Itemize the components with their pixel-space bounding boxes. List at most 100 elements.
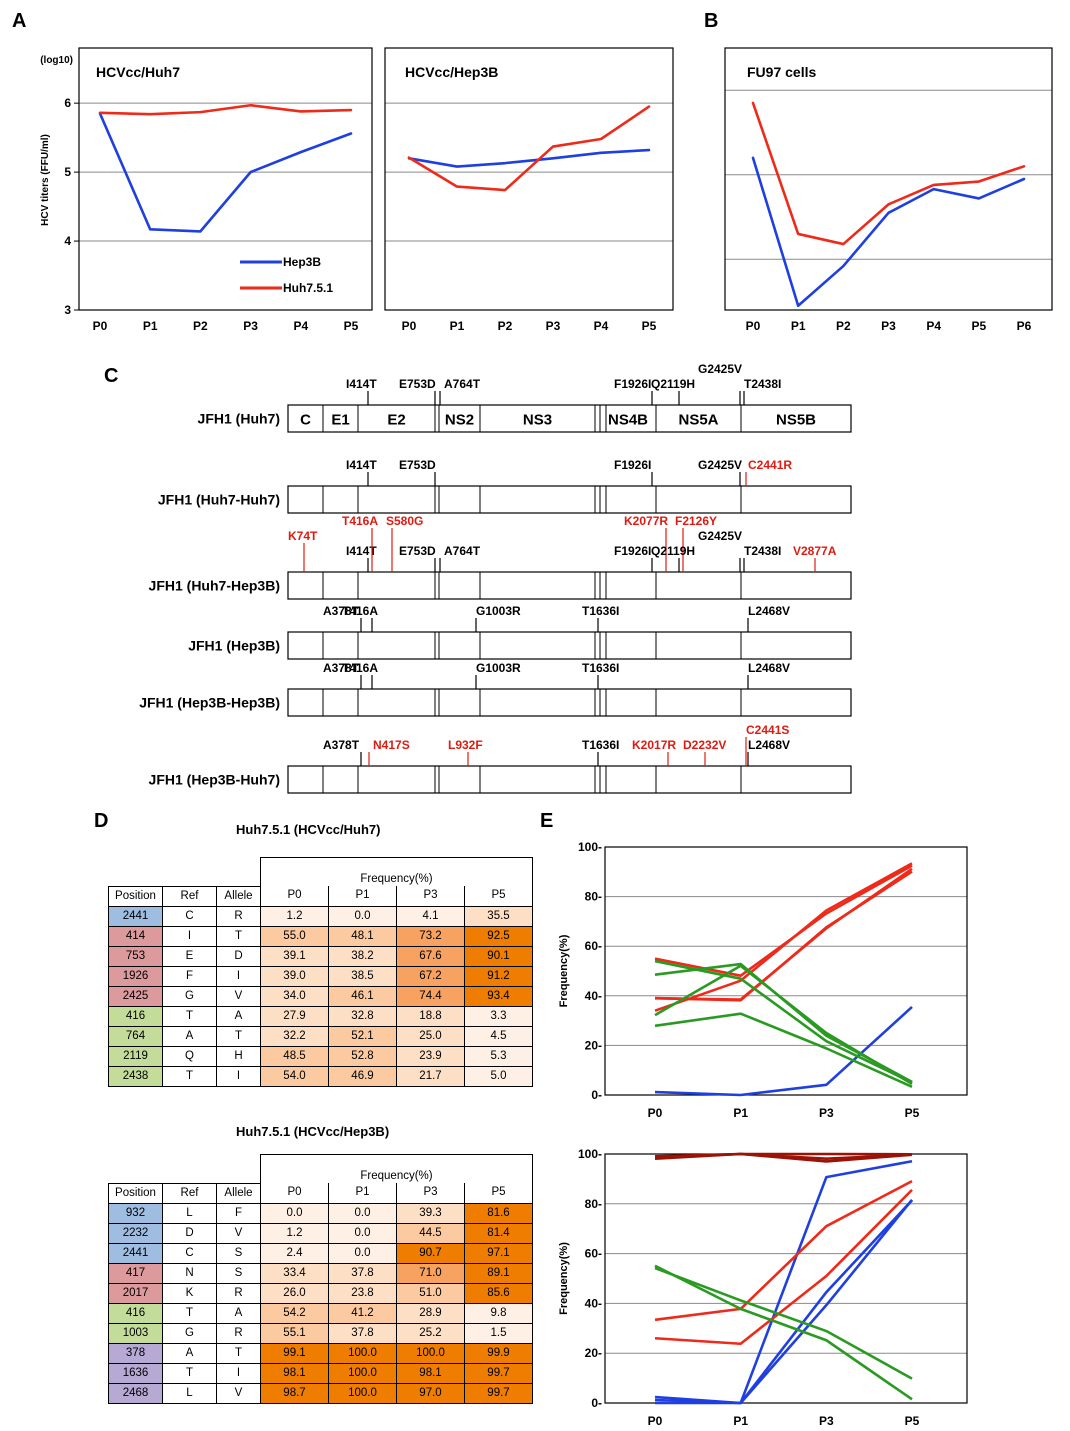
table-cell: 28.9 xyxy=(396,1302,465,1324)
table-cell: N xyxy=(162,1262,217,1284)
table-row: 2232 D V 1.2 0.0 44.5 81.4 xyxy=(108,1222,533,1244)
mutation-label: K74T xyxy=(288,529,318,543)
table-cell: 41.2 xyxy=(328,1302,397,1324)
table-cell: 4.5 xyxy=(464,1025,533,1047)
mutation-label: K2017R xyxy=(632,738,676,752)
genome-bar xyxy=(287,688,852,717)
table-cell: 46.9 xyxy=(328,1065,397,1087)
table-cell: 39.0 xyxy=(260,965,329,987)
x-tick-label: P3 xyxy=(243,319,258,333)
genome-region-label: NS3 xyxy=(523,412,552,429)
y-tick-label: 20- xyxy=(585,1038,602,1052)
table-cell: 2425 xyxy=(108,985,163,1007)
table-cell: T xyxy=(162,1065,217,1087)
table-cell: A xyxy=(162,1025,217,1047)
mutation-label: F1926I xyxy=(614,377,651,391)
x-tick-label: P6 xyxy=(1017,319,1032,333)
chart-a-hep3b: P0 P1 P2 P3 P4 P5 HCVcc/Hep3B xyxy=(384,47,674,333)
table-cell: 2441 xyxy=(108,1242,163,1264)
series-line-0 xyxy=(98,112,353,233)
table-cell: 764 xyxy=(108,1025,163,1047)
mutation-label: C2441R xyxy=(748,458,792,472)
table-cell: 2441 xyxy=(108,905,163,927)
series-line-3 xyxy=(654,1179,913,1322)
table-row: 2438 T I 54.0 46.9 21.7 5.0 xyxy=(108,1065,533,1087)
table-cell: G xyxy=(162,1322,217,1344)
table-cell: 23.8 xyxy=(328,1282,397,1304)
table-cell: 39.1 xyxy=(260,945,329,967)
mutation-label: A378T xyxy=(323,604,360,618)
table-row: 2425 G V 34.0 46.1 74.4 93.4 xyxy=(108,985,533,1007)
table-cell: 21.7 xyxy=(396,1065,465,1087)
genome-bar xyxy=(287,571,852,600)
series-line-1 xyxy=(751,101,1026,246)
legend-label: Hep3B xyxy=(283,255,321,269)
table-cell: R xyxy=(216,1322,261,1344)
table-cell: 46.1 xyxy=(328,985,397,1007)
table-cell: 2119 xyxy=(108,1045,163,1067)
frequency-header: Frequency(%) xyxy=(260,1154,533,1183)
table-cell: 416 xyxy=(108,1005,163,1027)
table-cell: 55.1 xyxy=(260,1322,329,1344)
table-row: 416 T A 54.2 41.2 28.9 9.8 xyxy=(108,1302,533,1324)
column-header: P0 xyxy=(260,886,329,907)
table-column-header-row: Position Ref Allele P0 P1 P3 P5 xyxy=(108,1182,533,1204)
table-cell: 39.3 xyxy=(396,1202,465,1224)
table-cell: A xyxy=(216,1005,261,1027)
table-cell: 100.0 xyxy=(328,1382,397,1404)
series-line-6 xyxy=(654,964,913,1085)
column-header: P3 xyxy=(396,886,465,907)
table-cell: 37.8 xyxy=(328,1262,397,1284)
table-cell: 2438 xyxy=(108,1065,163,1087)
mutation-label: I414T xyxy=(346,458,377,472)
x-tick-label: P4 xyxy=(926,319,941,333)
mutation-label: S580G xyxy=(386,514,423,528)
mutation-label: I414T xyxy=(346,377,377,391)
table-cell: 1.2 xyxy=(260,1222,329,1244)
x-tick-label: P1 xyxy=(733,1106,748,1120)
table-cell: 48.5 xyxy=(260,1045,329,1067)
table-cell: 1003 xyxy=(108,1322,163,1344)
table-cell: 753 xyxy=(108,945,163,967)
genome-bar xyxy=(287,631,852,660)
table-cell: 54.0 xyxy=(260,1065,329,1087)
table-cell: 85.6 xyxy=(464,1282,533,1304)
table-row: 2119 Q H 48.5 52.8 23.9 5.3 xyxy=(108,1045,533,1067)
chart-title: HCVcc/Hep3B xyxy=(405,64,498,80)
table-row: 2017 K R 26.0 23.8 51.0 85.6 xyxy=(108,1282,533,1304)
mutation-label: T2438I xyxy=(744,544,781,558)
table-cell: A xyxy=(216,1302,261,1324)
table-cell: 34.0 xyxy=(260,985,329,1007)
table-cell: 35.5 xyxy=(464,905,533,927)
genome-row-label: JFH1 (Huh7-Hep3B) xyxy=(149,578,280,594)
table-cell: 2017 xyxy=(108,1282,163,1304)
mutation-label: L2468V xyxy=(748,661,790,675)
series-line-9 xyxy=(654,1152,913,1163)
table-cell: 99.7 xyxy=(464,1362,533,1384)
genome-row-label: JFH1 (Hep3B-Hep3B) xyxy=(139,695,280,711)
table-cell: H xyxy=(216,1045,261,1067)
series-line-0 xyxy=(751,156,1026,308)
y-tick-label: 60- xyxy=(585,1247,602,1261)
x-tick-label: P5 xyxy=(905,1106,920,1120)
x-tick-label: P3 xyxy=(819,1106,834,1120)
table-row: 414 I T 55.0 48.1 73.2 92.5 xyxy=(108,925,533,947)
mutation-label: G2425V xyxy=(698,458,742,472)
mutation-label: Q2119H xyxy=(651,544,695,558)
table-cell: K xyxy=(162,1282,217,1304)
genome-region-label: E2 xyxy=(387,412,405,429)
y-tick-label: 80- xyxy=(585,890,602,904)
y-axis-label: HCV titers (FFU/ml) xyxy=(40,134,51,226)
x-tick-label: P1 xyxy=(450,319,465,333)
table-cell: 378 xyxy=(108,1342,163,1364)
x-tick-label: P3 xyxy=(546,319,561,333)
table-row: 2441 C S 2.4 0.0 90.7 97.1 xyxy=(108,1242,533,1264)
table-cell: S xyxy=(216,1262,261,1284)
mutation-label: A764T xyxy=(444,377,481,391)
mutation-label: N417S xyxy=(373,738,410,752)
table-cell: V xyxy=(216,985,261,1007)
y-tick-label: 80- xyxy=(585,1197,602,1211)
mutation-label: T1636I xyxy=(582,604,619,618)
table-cell: I xyxy=(216,965,261,987)
x-tick-label: P0 xyxy=(93,319,108,333)
